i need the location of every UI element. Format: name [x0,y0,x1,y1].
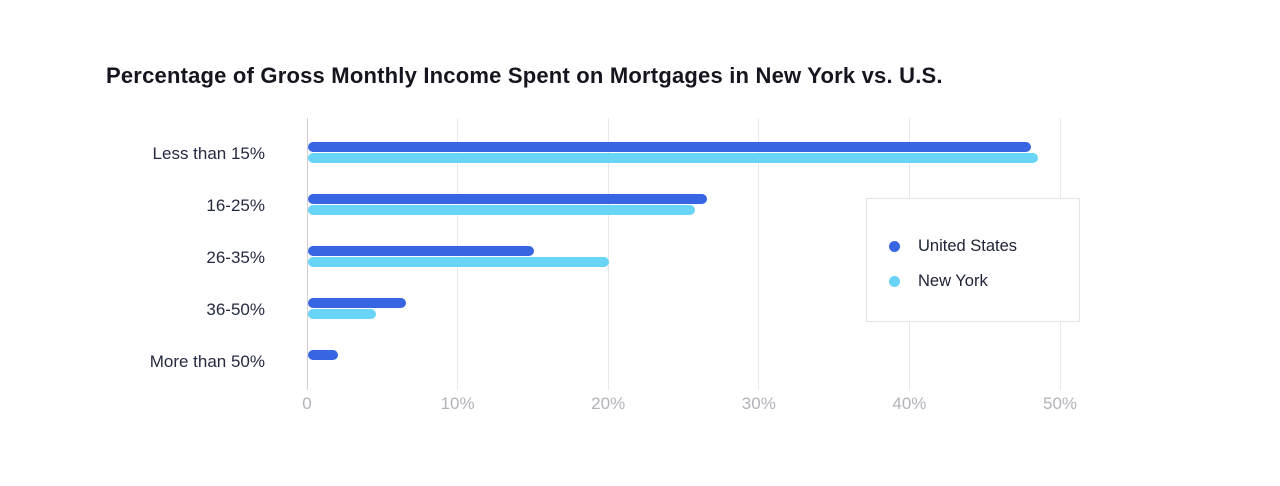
legend: United States New York [866,198,1080,322]
legend-dot-united-states [889,240,900,252]
x-tick-label: 40% [892,394,927,413]
category-label-16-25: 16-25% [206,196,265,215]
x-tick-label: 50% [1042,394,1078,413]
legend-label-united-states: United States [918,236,1018,255]
category-label-less-than-15: Less than 15% [152,144,265,163]
category-labels: Less than 15% 16-25% 26-35% 36-50% More than… [0,0,265,486]
bar-united-states-more-than-50 [308,350,339,360]
x-tick-label: 20% [591,394,626,413]
legend-item-united-states: United States [889,235,1079,257]
chart-title: Percentage of Gross Monthly Income Spent… [106,63,943,88]
bar-new-york-16-25 [308,205,696,215]
bar-united-states-16-25 [308,194,708,204]
bar-new-york-36-50 [308,309,376,319]
bar-new-york-26-35 [308,257,610,267]
x-tick-label: 0 [302,394,312,413]
legend-dot-new-york [889,275,900,287]
legend-label-new-york: New York [918,271,988,290]
bar-united-states-26-35 [308,246,534,256]
x-tick-label: 30% [741,394,776,413]
category-label-more-than-50: More than 50% [149,352,265,371]
legend-item-new-york: New York [889,270,1079,292]
bar-united-states-36-50 [308,298,406,308]
y-axis-line [306,118,308,390]
category-label-26-35: 26-35% [206,248,265,267]
category-label-36-50: 36-50% [206,300,265,319]
bar-new-york-less-than-15 [308,153,1039,163]
bar-united-states-less-than-15 [308,142,1031,152]
bars-layer [307,0,1067,486]
x-gridline-30 [758,118,760,390]
x-axis-ticks: 0 10% 20% 30% 40% 50% [302,394,1077,418]
x-tick-label: 10% [440,394,475,413]
x-gridline-20 [607,118,609,390]
